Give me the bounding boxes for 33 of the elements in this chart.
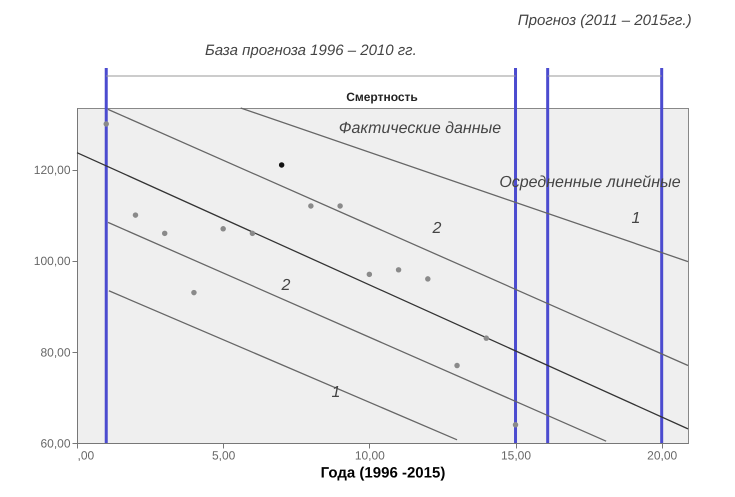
point — [191, 290, 197, 296]
x-axis-title: Года (1996 -2015) — [320, 464, 446, 482]
point — [337, 203, 343, 209]
chart-title: Смертность — [346, 90, 418, 104]
point — [366, 272, 372, 278]
x-tick-label: ,00 — [78, 448, 95, 462]
point — [220, 226, 226, 232]
y-tick-label: 120,00 — [34, 163, 71, 178]
point — [162, 230, 168, 236]
annotation: Фактические данные — [338, 120, 502, 137]
annotation: 1 — [332, 384, 340, 401]
point — [425, 276, 431, 282]
y-tick-label: 60,00 — [40, 436, 71, 450]
point — [250, 230, 256, 236]
annotation: 2 — [280, 277, 291, 294]
point — [132, 212, 138, 218]
point — [278, 162, 284, 168]
point — [512, 422, 518, 428]
x-tick-label: 5,00 — [212, 448, 236, 462]
text: Прогноз (2011 – 2015гг.) — [518, 12, 692, 29]
point — [396, 267, 402, 273]
annotation: 2 — [432, 220, 442, 237]
point — [454, 362, 460, 368]
point — [484, 335, 490, 341]
x-tick-label: 15,00 — [501, 448, 532, 462]
y-tick-label: 80,00 — [40, 345, 71, 360]
x-tick-label: 10,00 — [354, 448, 386, 462]
y-tick-label: 100,00 — [34, 254, 71, 268]
annotation: 1 — [632, 210, 640, 227]
text: База прогноза 1996 – 2010 гг. — [205, 42, 417, 59]
x-tick-label: 20,00 — [647, 448, 678, 462]
point — [308, 203, 314, 209]
point — [103, 121, 109, 127]
